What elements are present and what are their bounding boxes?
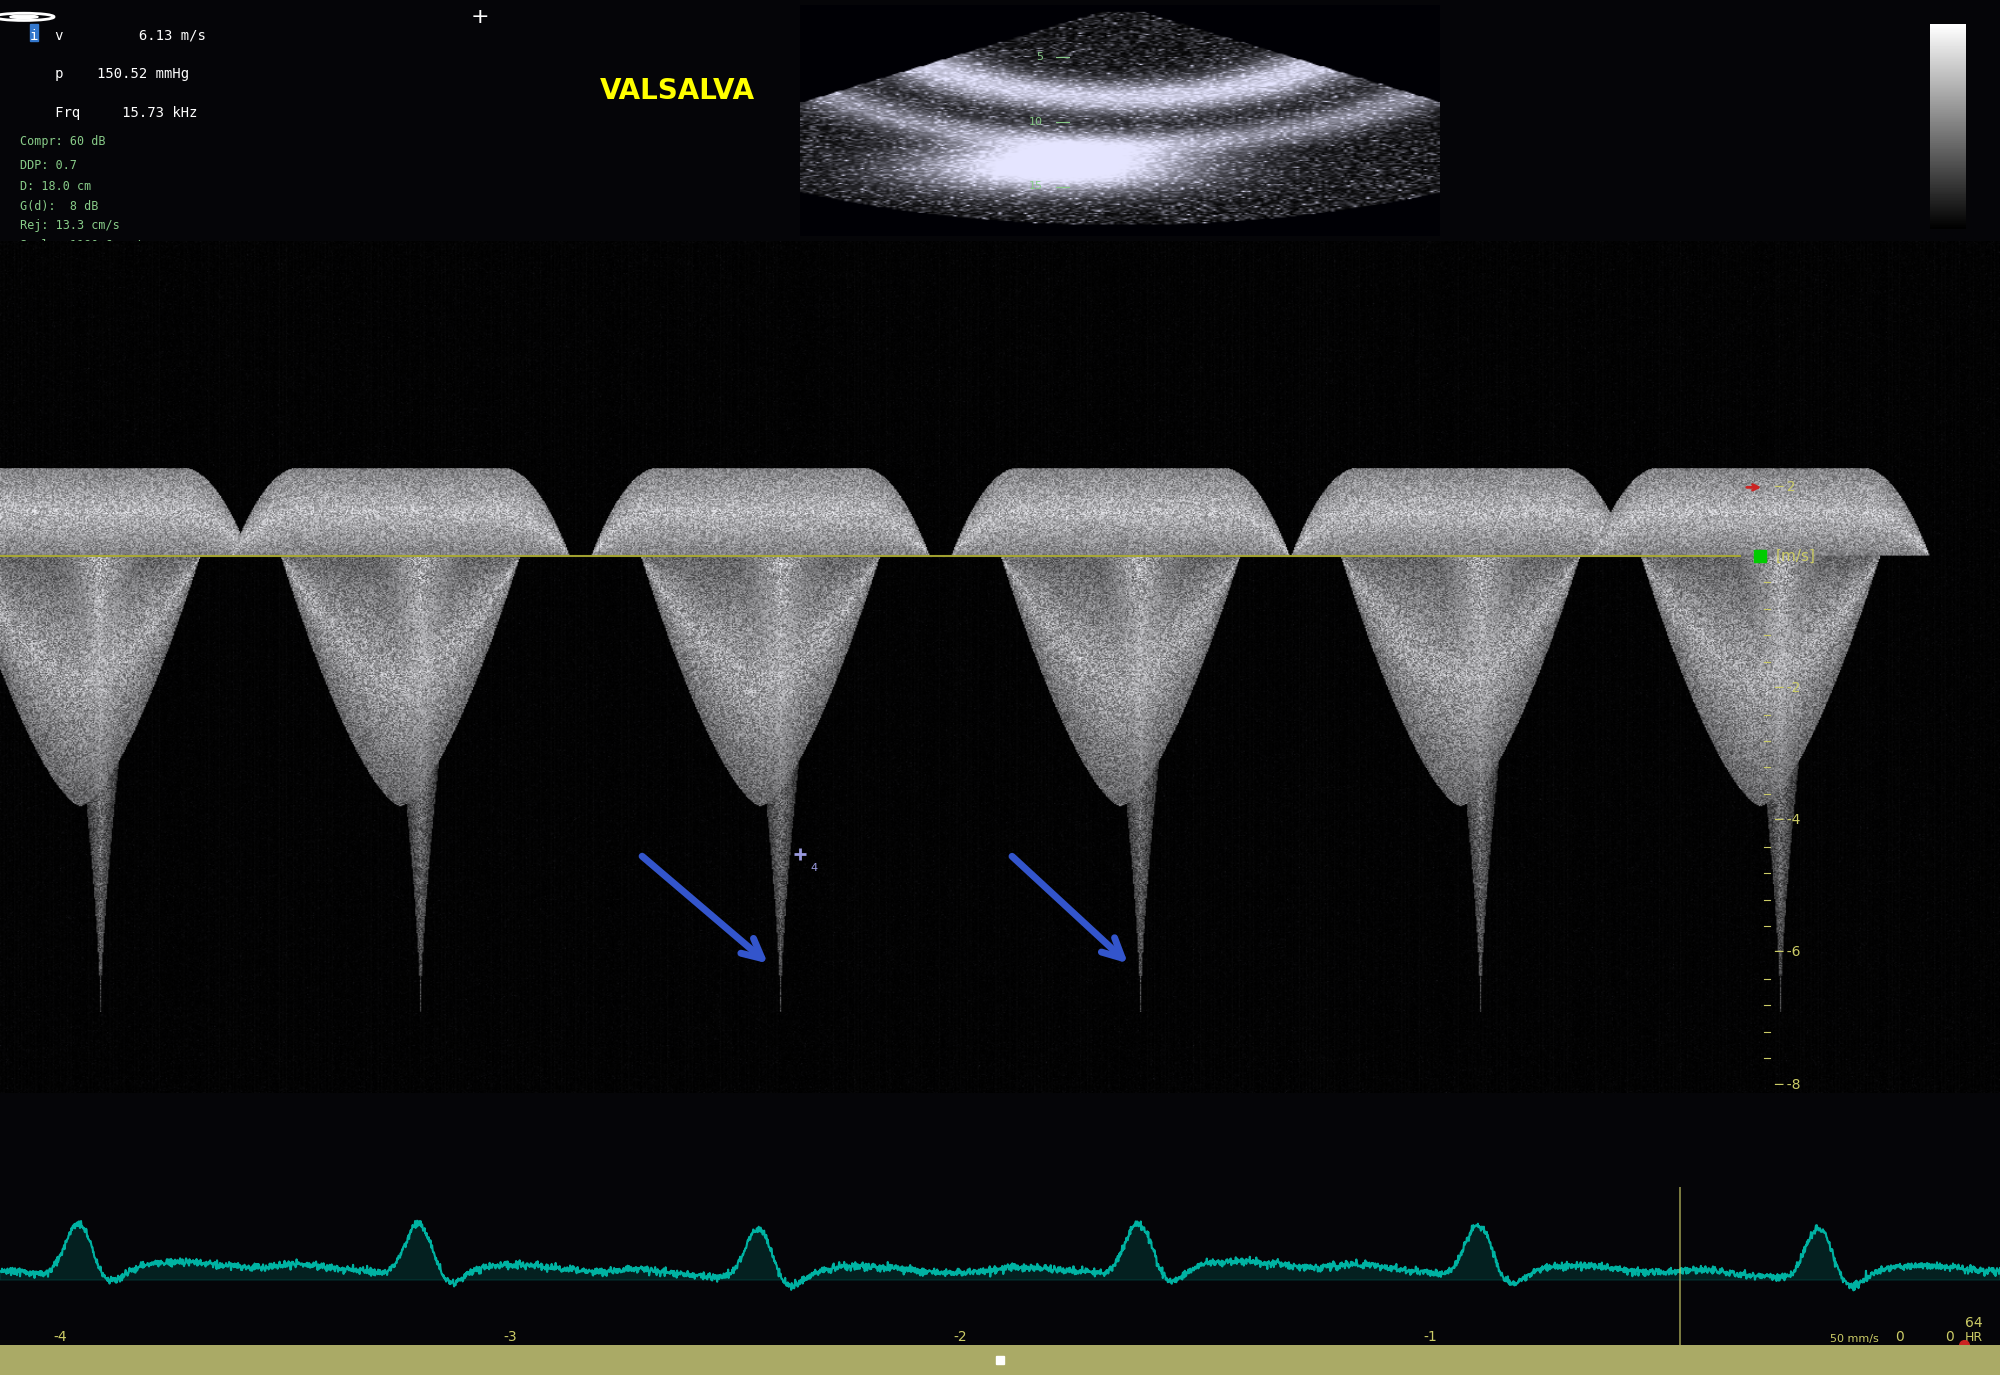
Text: 10: 10	[1030, 117, 1044, 126]
Text: [m/s]: [m/s]	[1776, 549, 1816, 564]
Text: ─ -4: ─ -4	[1774, 814, 1800, 828]
Circle shape	[10, 15, 38, 18]
Text: 5: 5	[1036, 52, 1044, 62]
Text: Compr: 60 dB: Compr: 60 dB	[20, 135, 106, 147]
Text: 50 mm/s: 50 mm/s	[1830, 1334, 1878, 1343]
Text: p    150.52 mmHg: p 150.52 mmHg	[30, 67, 190, 81]
Text: ─ -6: ─ -6	[1774, 946, 1800, 960]
Text: i  v         6.13 m/s: i v 6.13 m/s	[30, 29, 206, 43]
Text: VALSALVA: VALSALVA	[600, 77, 756, 106]
Text: -1: -1	[1424, 1330, 1436, 1343]
Bar	[30, 25, 38, 41]
Text: 15: 15	[1030, 182, 1044, 191]
Text: ─ -2: ─ -2	[1774, 681, 1800, 696]
Text: 0: 0	[1896, 1330, 1904, 1343]
Text: HR: HR	[1964, 1331, 1984, 1343]
Text: Scale: 1190.6 cm/s: Scale: 1190.6 cm/s	[20, 238, 148, 252]
Text: 4: 4	[810, 864, 818, 873]
Text: -3: -3	[504, 1330, 516, 1343]
Text: 0: 0	[1946, 1330, 1954, 1343]
Text: D: 18.0 cm: D: 18.0 cm	[20, 180, 92, 194]
Text: Rej: 13.3 cm/s: Rej: 13.3 cm/s	[20, 219, 120, 232]
Text: ─ -8: ─ -8	[1774, 1078, 1800, 1092]
Text: -2: -2	[954, 1330, 966, 1343]
Text: 64: 64	[1966, 1316, 1982, 1331]
Text: G(d):  8 dB: G(d): 8 dB	[20, 199, 98, 213]
Text: -4: -4	[54, 1330, 66, 1343]
Text: Frq     15.73 kHz: Frq 15.73 kHz	[30, 106, 198, 120]
Text: DDP: 0.7: DDP: 0.7	[20, 160, 76, 172]
Text: ─ 2: ─ 2	[1774, 480, 1796, 495]
Text: +: +	[470, 7, 490, 28]
